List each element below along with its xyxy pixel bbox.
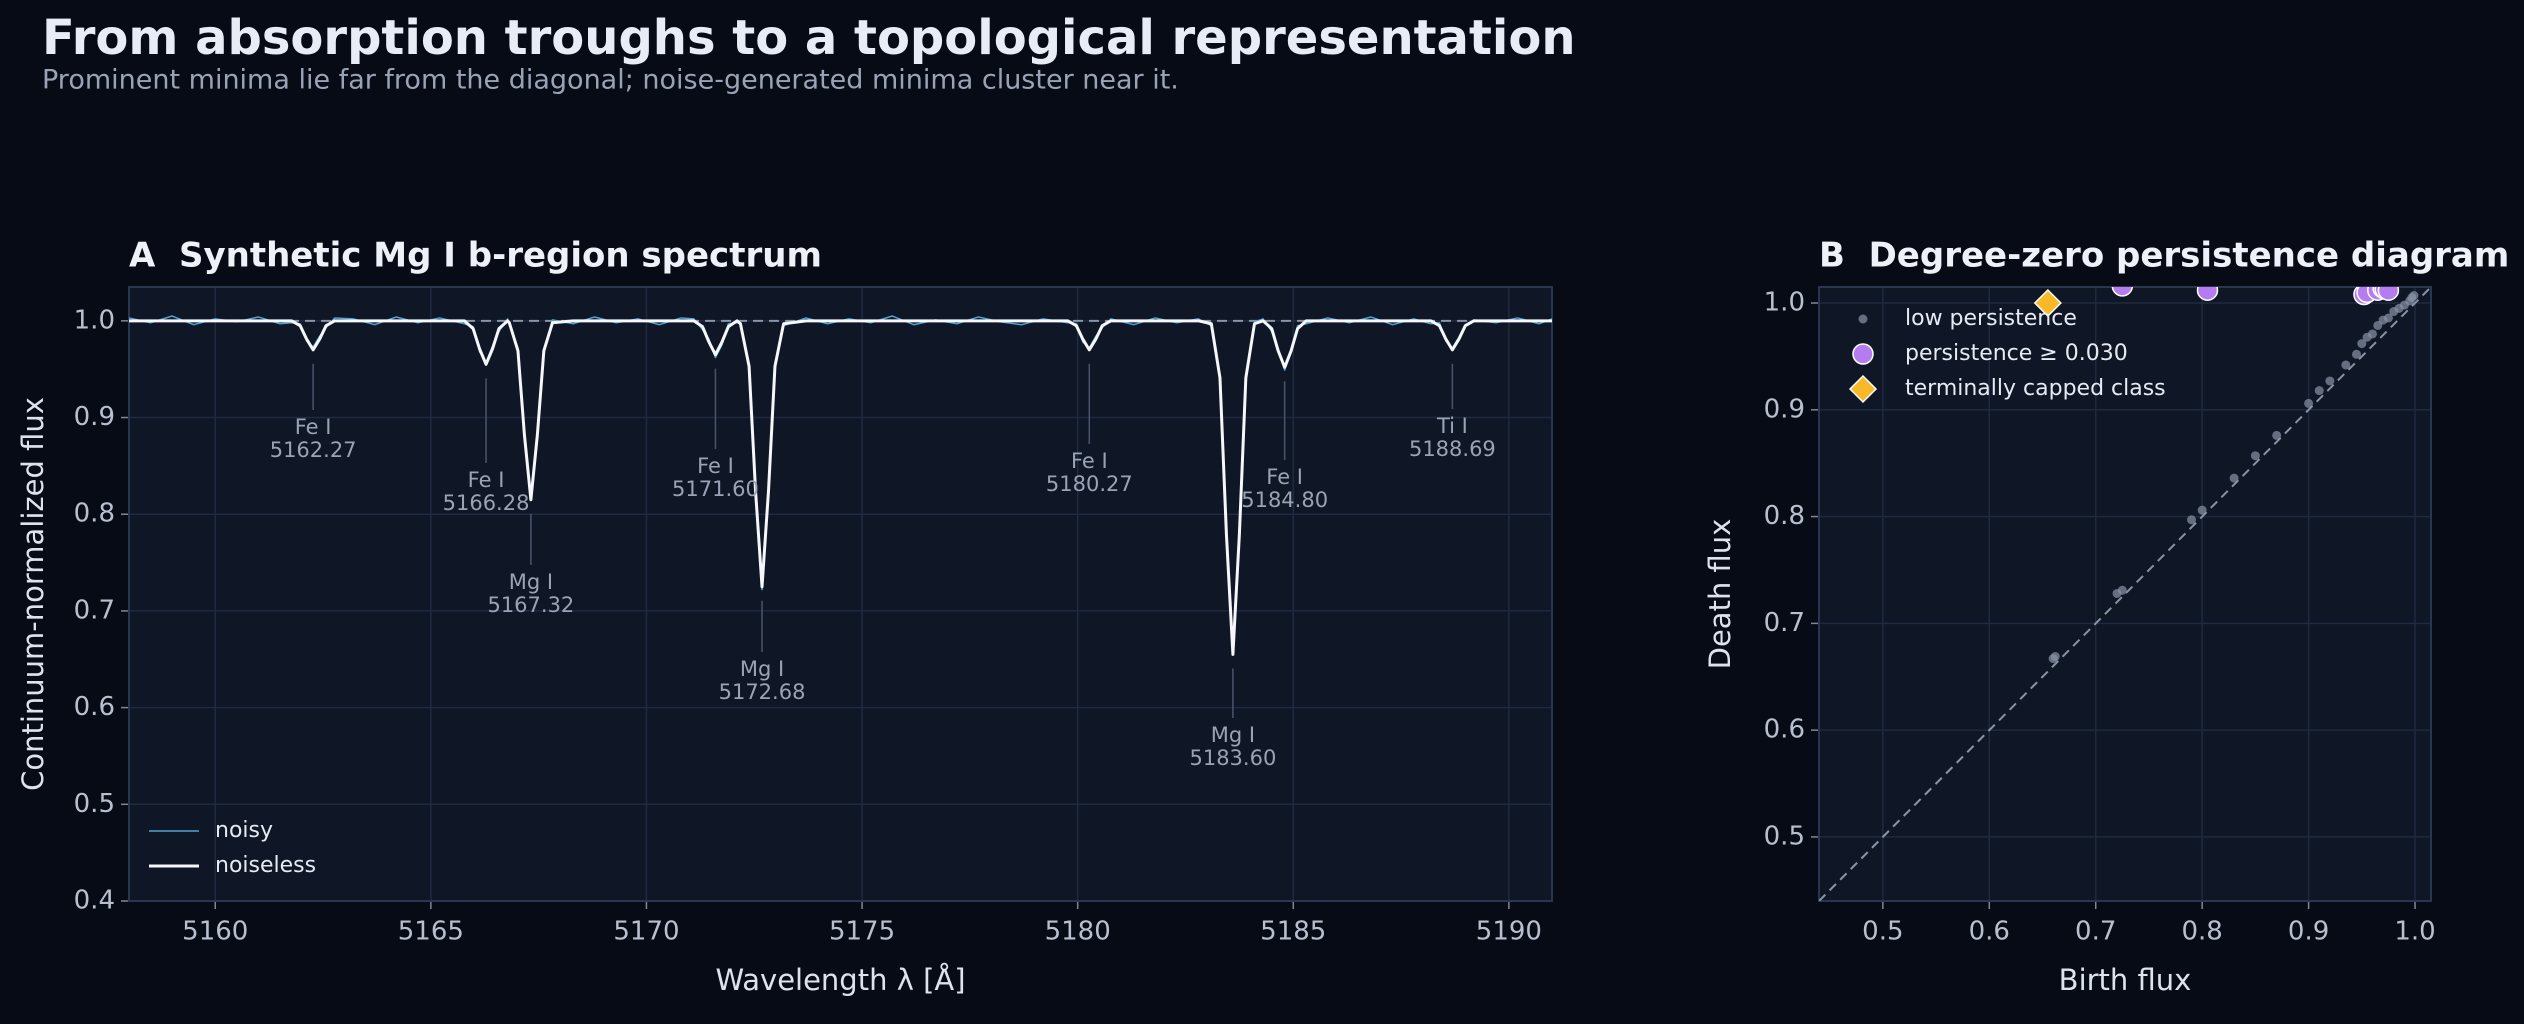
- annotation-species: Mg I: [1211, 723, 1255, 747]
- x-tick-label: 5190: [1476, 917, 1542, 947]
- annotation-wavelength: 5180.27: [1046, 472, 1133, 496]
- legend-label: terminally capped class: [1905, 376, 2166, 401]
- x-tick-label: 0.5: [1862, 917, 1903, 947]
- annotation-species: Fe I: [697, 454, 734, 478]
- point: [2377, 287, 2400, 301]
- point: [2351, 349, 2361, 359]
- annotation-species: Fe I: [468, 468, 505, 492]
- legend-label: noiseless: [215, 853, 316, 878]
- point: [2325, 376, 2335, 386]
- legend-swatch: [1858, 314, 1868, 324]
- y-tick-label: 0.9: [74, 402, 115, 432]
- point: [2050, 651, 2060, 661]
- plot-marks: [129, 315, 1552, 656]
- point: [2357, 339, 2367, 349]
- annotation-wavelength: 5166.28: [443, 491, 530, 515]
- plot-marks: [1819, 287, 2431, 901]
- annotation-wavelength: 5162.27: [270, 438, 357, 462]
- point: [2250, 451, 2260, 461]
- x-axis-label: Wavelength λ [Å]: [715, 963, 965, 997]
- plot-area: [129, 287, 1552, 901]
- x-tick-label: 5170: [613, 917, 679, 947]
- y-axis-label: Continuum-normalized flux: [16, 397, 50, 791]
- point: [2111, 287, 2134, 297]
- annotation-species: Mg I: [509, 570, 553, 594]
- legend-swatch: [1852, 343, 1874, 365]
- x-axis-label: Birth flux: [2059, 963, 2192, 997]
- point: [2272, 430, 2282, 440]
- y-tick-label: 0.5: [1764, 821, 1805, 851]
- x-tick-label: 5175: [829, 917, 895, 947]
- x-tick-label: 0.6: [1969, 917, 2010, 947]
- x-tick-label: 0.8: [2181, 917, 2222, 947]
- y-tick-label: 0.6: [74, 692, 115, 722]
- annotation-species: Fe I: [295, 415, 332, 439]
- x-tick-label: 0.7: [2075, 917, 2116, 947]
- point: [2187, 515, 2197, 525]
- page-subtitle: Prominent minima lie far from the diagon…: [42, 65, 1179, 96]
- point: [2197, 505, 2207, 515]
- page-title: From absorption troughs to a topological…: [42, 10, 1576, 66]
- annotation-wavelength: 5188.69: [1409, 437, 1496, 461]
- annotation-species: Ti I: [1436, 414, 1468, 438]
- annotation-wavelength: 5167.32: [487, 593, 574, 617]
- annotation-species: Fe I: [1071, 449, 1108, 473]
- legend-label: low persistence: [1905, 306, 2077, 331]
- x-tick-label: 5160: [182, 917, 248, 947]
- annotation-wavelength: 5183.60: [1189, 746, 1276, 770]
- y-tick-label: 0.8: [1764, 501, 1805, 531]
- point: [2304, 398, 2314, 408]
- y-tick-label: 0.6: [1764, 715, 1805, 745]
- x-tick-label: 5180: [1045, 917, 1111, 947]
- point: [2117, 585, 2127, 595]
- point: [2196, 287, 2219, 301]
- x-tick-label: 5165: [398, 917, 464, 947]
- y-tick-label: 0.9: [1764, 394, 1805, 424]
- y-tick-label: 0.7: [74, 595, 115, 625]
- x-tick-label: 0.9: [2288, 917, 2329, 947]
- point: [2341, 360, 2351, 370]
- y-tick-label: 1.0: [1764, 288, 1805, 318]
- annotation-wavelength: 5172.68: [719, 680, 806, 704]
- x-tick-label: 1.0: [2394, 917, 2435, 947]
- point: [2383, 313, 2393, 323]
- legend-swatch: [1848, 374, 1878, 404]
- series-line: [129, 319, 1552, 656]
- point: [2229, 473, 2239, 483]
- annotation-species: Mg I: [740, 657, 784, 681]
- x-tick-label: 5185: [1260, 917, 1326, 947]
- y-tick-label: 0.7: [1764, 608, 1805, 638]
- legend-label: persistence ≥ 0.030: [1905, 341, 2128, 366]
- point: [2367, 329, 2377, 339]
- point: [2314, 386, 2324, 396]
- plot-frame: [128, 286, 1553, 902]
- y-tick-label: 0.5: [74, 789, 115, 819]
- y-tick-label: 1.0: [74, 305, 115, 335]
- point: [2409, 291, 2419, 301]
- y-tick-label: 0.4: [74, 886, 115, 916]
- panel-title: A Synthetic Mg I b-region spectrum: [129, 236, 822, 276]
- annotation-wavelength: 5171.60: [672, 477, 759, 501]
- annotation-species: Fe I: [1266, 465, 1303, 489]
- y-tick-label: 0.8: [74, 499, 115, 529]
- diagonal: [1819, 287, 2431, 901]
- legend-label: noisy: [215, 818, 273, 843]
- panel-title: B Degree-zero persistence diagram: [1819, 236, 2509, 276]
- point: [2033, 288, 2062, 318]
- y-axis-label: Death flux: [1703, 519, 1737, 670]
- annotation-wavelength: 5184.80: [1241, 488, 1328, 512]
